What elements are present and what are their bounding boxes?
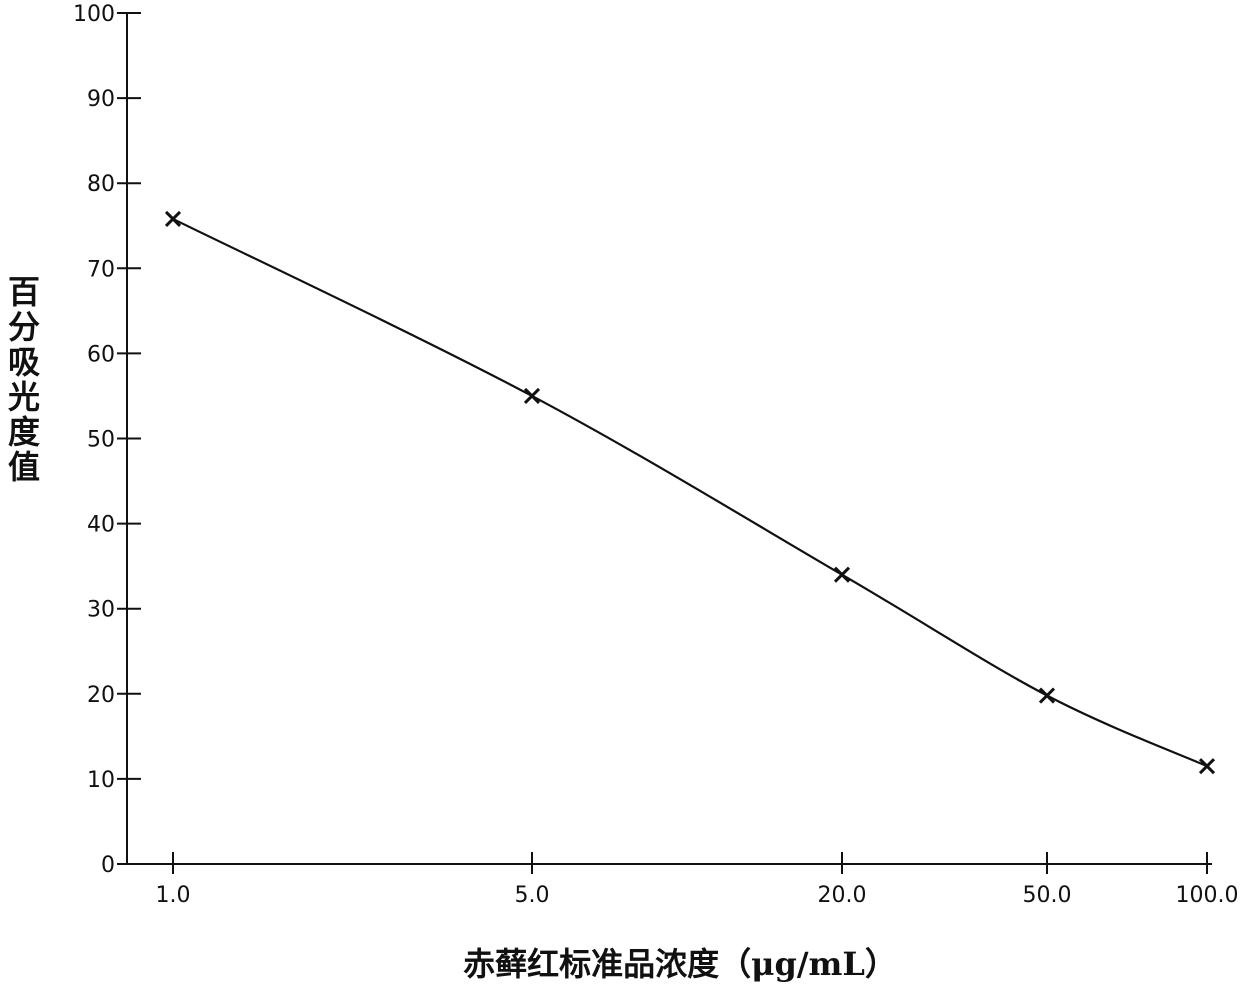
y-tick-label: 80 [87,172,115,197]
series-markers [166,212,1214,773]
y-tick-label: 100 [73,2,115,27]
data-point-marker [1040,689,1054,703]
y-ticks: 0 10 20 30 40 50 60 70 80 90 100 [73,2,141,878]
data-point-marker [166,212,180,226]
x-tick-label: 50.0 [1023,883,1072,908]
y-tick-label: 60 [87,342,115,367]
data-point-marker [1200,759,1214,773]
axes [127,13,1212,864]
y-axis-title: 百分吸光度值 [8,273,40,486]
x-axis-title: 赤藓红标准品浓度（μg/mL） [463,945,897,983]
x-tick-label: 1.0 [156,883,191,908]
x-ticks: 1.0 5.0 20.0 50.0 100.0 [156,852,1239,908]
series-curve [173,219,1207,766]
data-point-marker [525,389,539,403]
y-tick-label: 30 [87,598,115,623]
data-point-marker [835,568,849,582]
y-tick-label: 0 [101,853,115,878]
y-tick-label: 10 [87,768,115,793]
x-tick-label: 5.0 [515,883,550,908]
y-tick-label: 20 [87,683,115,708]
y-tick-label: 90 [87,87,115,112]
y-tick-label: 70 [87,257,115,282]
y-tick-label: 50 [87,428,115,453]
y-tick-label: 40 [87,513,115,538]
x-tick-label: 100.0 [1176,883,1239,908]
x-tick-label: 20.0 [818,883,867,908]
